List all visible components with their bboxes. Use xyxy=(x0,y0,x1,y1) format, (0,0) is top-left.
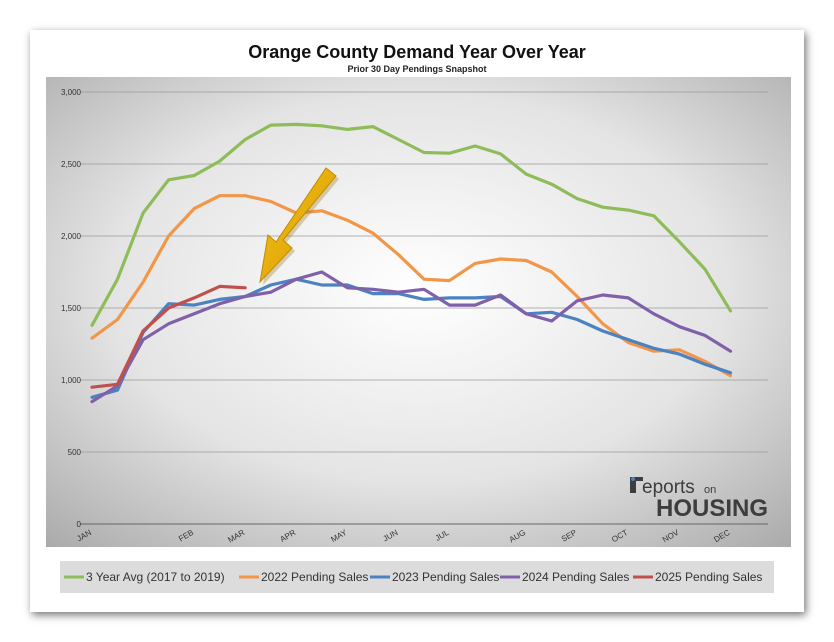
y-tick-label: 2,000 xyxy=(61,232,82,241)
series-lines xyxy=(90,122,733,404)
chart-subtitle: Prior 30 Day Pendings Snapshot xyxy=(347,64,487,74)
chart-title: Orange County Demand Year Over Year xyxy=(248,42,586,62)
y-tick-label: 1,000 xyxy=(61,376,82,385)
y-tick-label: 1,500 xyxy=(61,304,82,313)
logo-line1: eports xyxy=(642,477,695,498)
legend: 3 Year Avg (2017 to 2019) 2022 Pending Sa… xyxy=(64,570,762,584)
legend-label: 2024 Pending Sales xyxy=(522,570,629,584)
series-line xyxy=(90,277,733,399)
logo-key-icon xyxy=(630,477,643,493)
reports-on-housing-logo: eports on HOUSING xyxy=(630,477,768,522)
plot-background xyxy=(46,77,791,547)
logo-line2: HOUSING xyxy=(656,495,768,522)
y-tick-label: 2,500 xyxy=(61,160,82,169)
legend-label: 2025 Pending Sales xyxy=(655,570,762,584)
legend-label: 3 Year Avg (2017 to 2019) xyxy=(86,570,225,584)
y-tick-label: 500 xyxy=(68,448,82,457)
y-tick-label: 3,000 xyxy=(61,88,82,97)
y-axis: 0 500 1,000 1,500 2,000 2,500 3,000 xyxy=(61,88,82,529)
logo-line1-suffix: on xyxy=(704,484,716,496)
grid xyxy=(80,91,768,525)
series-line xyxy=(90,284,247,389)
legend-background xyxy=(60,561,774,593)
series-line xyxy=(90,270,733,404)
legend-label: 2022 Pending Sales xyxy=(261,570,368,584)
series-line xyxy=(90,122,733,327)
y-tick-label: 0 xyxy=(77,520,82,529)
chart-card: Orange County Demand Year Over Year Prio… xyxy=(30,30,804,612)
annotation-arrow-icon xyxy=(259,167,339,285)
legend-label: 2023 Pending Sales xyxy=(392,570,499,584)
